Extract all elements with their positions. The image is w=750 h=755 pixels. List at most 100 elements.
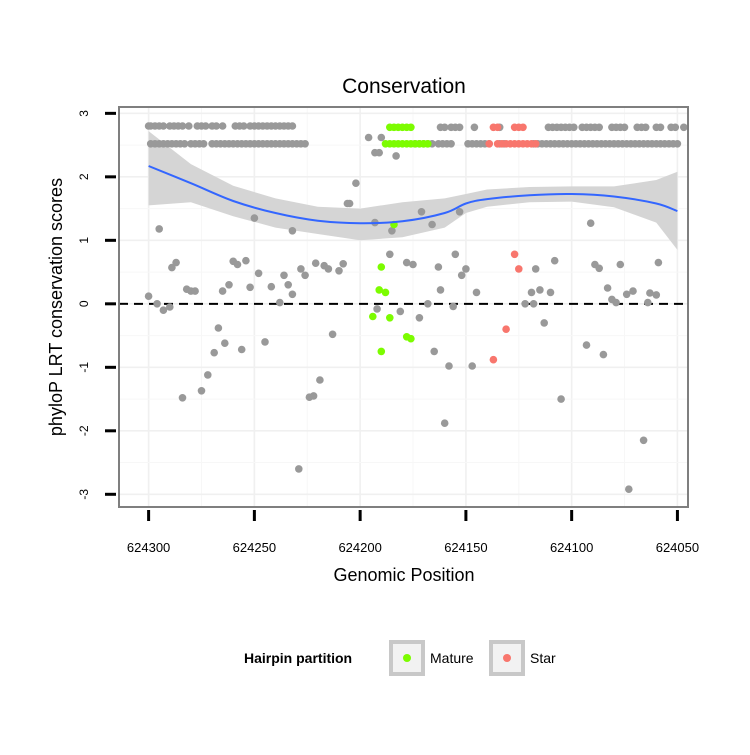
point-other [204, 371, 212, 379]
point-star [485, 140, 494, 148]
y-tick-label: 3 [77, 110, 91, 117]
point-other [210, 348, 218, 357]
point-other [225, 281, 233, 289]
point-other [311, 259, 320, 268]
point-other [212, 122, 221, 130]
point-other [364, 133, 373, 142]
point-other [457, 271, 466, 280]
point-other [455, 208, 464, 216]
x-tick-label: 624200 [338, 540, 381, 555]
point-other [644, 298, 652, 307]
point-other [527, 288, 536, 297]
y-axis: -3 -2 -1 0 1 2 3 [77, 110, 116, 500]
point-other [656, 123, 665, 132]
point-other [197, 387, 206, 395]
point-other [529, 300, 538, 308]
point-other [654, 258, 663, 267]
point-star [519, 123, 527, 132]
point-other [218, 122, 227, 130]
smooth-fit-line [148, 165, 678, 225]
point-other [159, 306, 168, 315]
point-other [339, 260, 348, 268]
point-other [159, 122, 168, 130]
point-other [218, 287, 227, 295]
point-other [428, 220, 436, 229]
point-mature [375, 286, 384, 294]
point-other [434, 263, 443, 271]
point-other [468, 362, 477, 370]
point-star [493, 123, 502, 132]
y-tick-label: -3 [77, 489, 91, 500]
point-other [540, 319, 548, 327]
point-other [603, 284, 612, 292]
point-other [343, 199, 352, 208]
point-star [531, 140, 540, 148]
y-tick-label: 2 [77, 173, 91, 180]
y-tick-label: 1 [77, 237, 91, 244]
point-other [557, 395, 565, 403]
point-other [214, 324, 223, 332]
point-other [629, 287, 637, 295]
point-other [409, 260, 417, 269]
point-other [392, 152, 400, 160]
point-other [335, 267, 343, 275]
point-other [276, 298, 284, 307]
point-other [267, 282, 276, 291]
point-mature [386, 314, 394, 322]
point-mature [377, 347, 386, 356]
point-other [582, 341, 591, 349]
point-other [288, 122, 297, 130]
point-other [447, 140, 455, 148]
point-other [536, 286, 544, 294]
point-other [233, 260, 242, 269]
legend-title: Hairpin partition [244, 650, 352, 666]
y-axis-label: phyloP LRT conservation scores [46, 178, 66, 436]
point-other [185, 122, 193, 130]
point-other [451, 250, 460, 259]
point-other [295, 465, 303, 473]
point-other [172, 258, 180, 267]
point-other [375, 148, 384, 157]
point-other [680, 123, 688, 132]
point-other [415, 314, 424, 322]
point-other [595, 123, 603, 132]
point-other [377, 133, 386, 142]
point-other [144, 292, 153, 301]
point-other [201, 122, 210, 130]
point-other [641, 123, 650, 132]
smooth-line-layer [148, 165, 678, 225]
y-tick-label: -1 [77, 362, 91, 373]
point-other [328, 330, 337, 339]
legend-marker-star [503, 654, 511, 662]
point-other [470, 123, 479, 132]
point-star [489, 355, 498, 364]
point-other [309, 392, 318, 400]
legend-marker-mature [403, 654, 411, 662]
legend: Hairpin partition Mature Star [244, 640, 556, 676]
point-other [240, 122, 248, 130]
point-mature [424, 140, 432, 148]
point-other [237, 345, 246, 354]
chart-title: Conservation [342, 75, 466, 98]
point-other [673, 140, 682, 148]
point-other [550, 256, 559, 265]
point-other [616, 260, 625, 269]
point-other [671, 123, 680, 132]
point-star [510, 250, 519, 259]
point-other [430, 347, 439, 356]
x-tick-label: 624100 [550, 540, 593, 555]
point-other [301, 140, 309, 148]
legend-label-star: Star [530, 650, 556, 666]
point-other [155, 225, 163, 233]
point-other [280, 271, 288, 280]
point-other [166, 303, 174, 311]
point-other [652, 291, 661, 299]
point-other [180, 140, 189, 148]
point-other [254, 269, 263, 278]
point-other [153, 300, 161, 308]
legend-label-mature: Mature [430, 650, 474, 666]
point-other [386, 250, 394, 259]
point-other [424, 300, 432, 308]
x-axis-label: Genomic Position [333, 565, 474, 585]
point-other [191, 287, 199, 295]
